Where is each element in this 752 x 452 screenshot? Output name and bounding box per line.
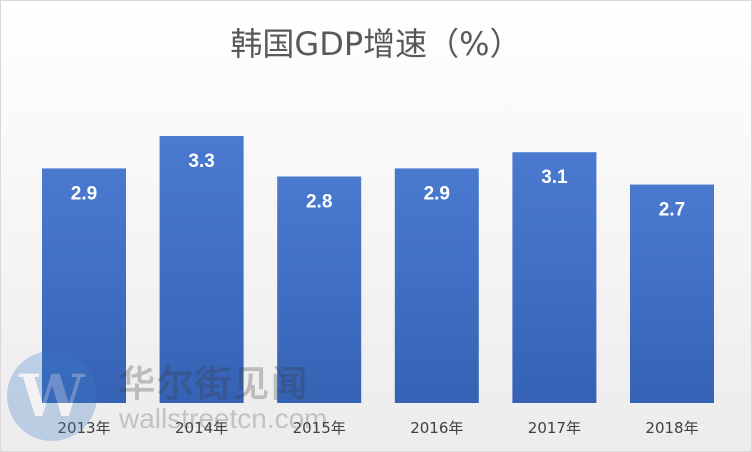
data-label-2013年: 2.9 [71, 183, 97, 204]
bar-2014年 [159, 136, 244, 403]
x-tick-label-2013年: 2013年 [57, 419, 110, 437]
x-tick-label-2014年: 2014年 [175, 419, 228, 437]
data-label-2015年: 2.8 [306, 191, 332, 212]
x-tick-label-2018年: 2018年 [645, 419, 698, 437]
bar-2015年 [277, 176, 362, 403]
data-label-2016年: 2.9 [424, 183, 450, 204]
x-tick-label-2017年: 2017年 [528, 419, 581, 437]
bar-2016年 [394, 168, 479, 403]
data-label-2018年: 2.7 [659, 200, 685, 221]
x-tick-label-2015年: 2015年 [293, 419, 346, 437]
bar-2013年 [42, 168, 126, 403]
bar-2018年 [630, 184, 714, 403]
chart-title: 韩国GDP增速（%） [230, 25, 522, 63]
x-tick-label-2016年: 2016年 [410, 419, 463, 437]
data-label-2017年: 3.1 [541, 167, 568, 188]
bar-2017年 [512, 152, 597, 403]
data-label-2014年: 3.3 [188, 151, 214, 172]
